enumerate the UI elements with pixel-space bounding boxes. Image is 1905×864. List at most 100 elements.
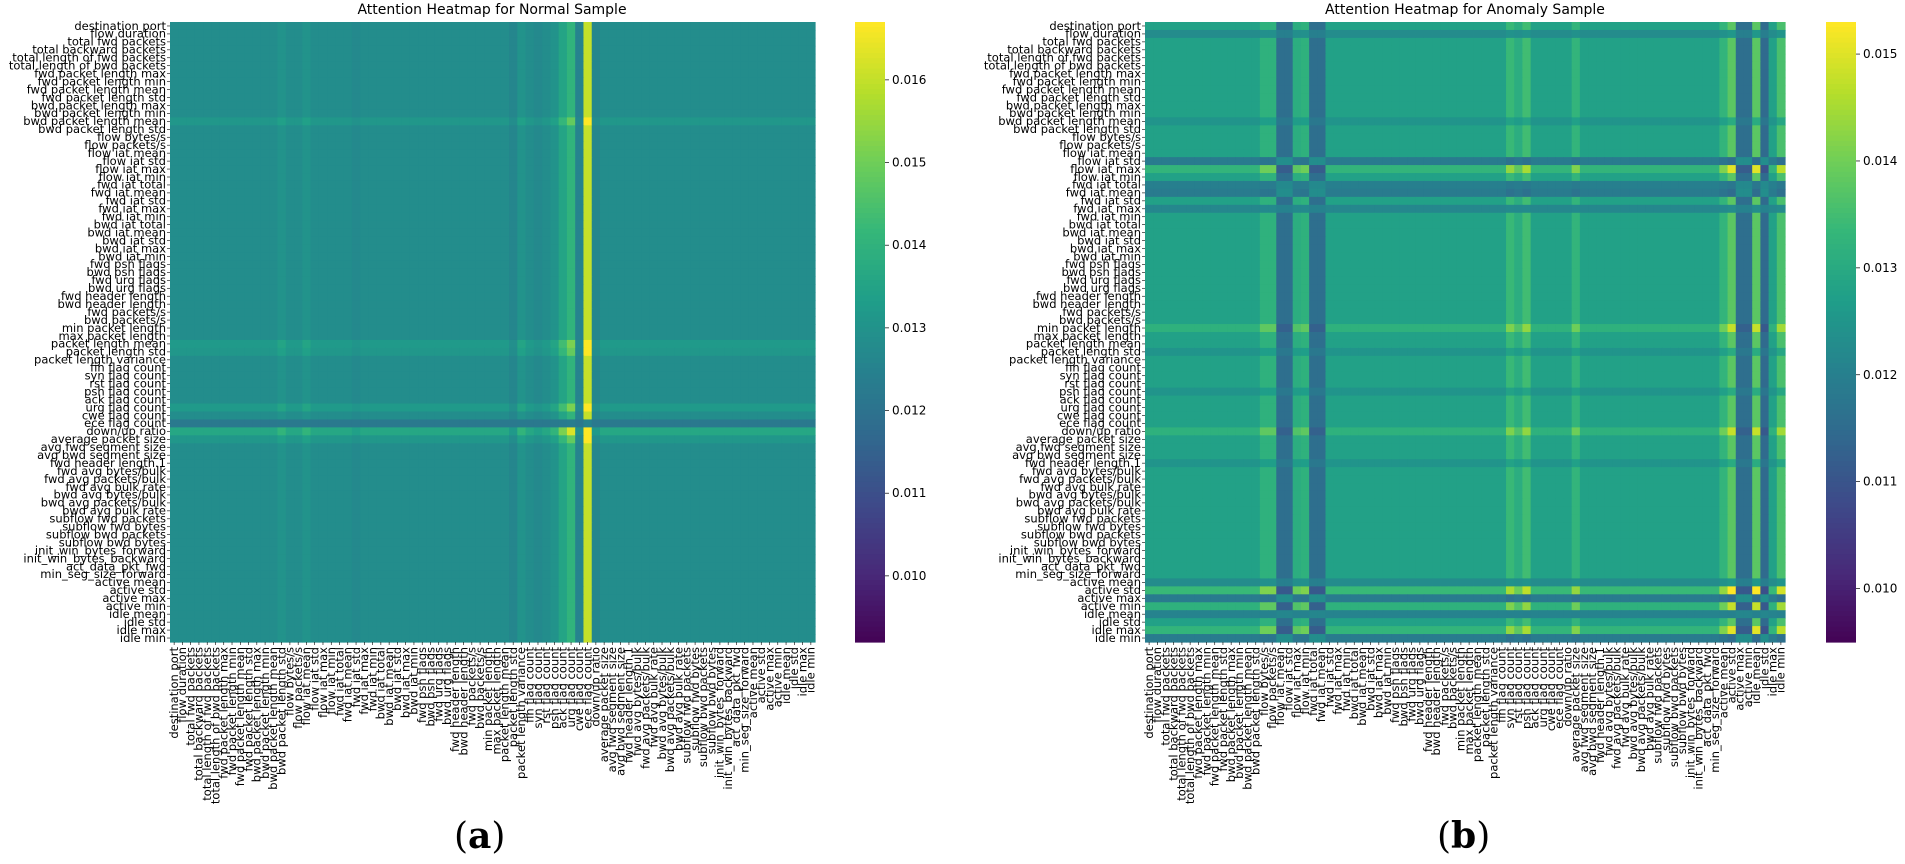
heatmap-cell	[467, 53, 477, 63]
heatmap-cell	[624, 522, 634, 532]
heatmap-cell	[550, 157, 560, 166]
heatmap-cell	[707, 173, 717, 182]
heatmap-cell	[740, 435, 750, 444]
heatmap-cell	[418, 276, 427, 285]
heatmap-cell	[351, 77, 361, 87]
heatmap-cell	[583, 188, 593, 198]
heatmap-cell	[583, 252, 593, 262]
heatmap-cell	[666, 141, 676, 150]
heatmap-cell	[285, 220, 295, 230]
heatmap-cell	[343, 498, 353, 508]
heatmap-cell	[211, 260, 221, 270]
heatmap-cell	[641, 268, 651, 277]
heatmap-cell	[790, 475, 800, 484]
heatmap-cell	[517, 506, 527, 516]
heatmap-cell	[790, 69, 800, 79]
heatmap-cell	[500, 371, 510, 381]
heatmap-cell	[368, 260, 378, 270]
heatmap-cell	[558, 141, 568, 150]
heatmap-cell	[294, 252, 303, 262]
heatmap-cell	[492, 69, 502, 79]
heatmap-cell	[608, 292, 618, 301]
heatmap-cell	[294, 220, 303, 230]
heatmap-cell	[682, 69, 692, 79]
heatmap-cell	[302, 292, 312, 301]
heatmap-cell	[550, 69, 560, 79]
heatmap-cell	[211, 451, 221, 460]
heatmap-cell	[376, 498, 386, 508]
heatmap-cell	[351, 37, 361, 47]
heatmap-cell	[442, 292, 452, 301]
heatmap-cell	[318, 77, 328, 87]
heatmap-cell	[294, 308, 303, 317]
heatmap-cell	[409, 196, 419, 206]
heatmap-cell	[533, 371, 543, 381]
heatmap-cell	[442, 260, 452, 270]
heatmap-cell	[509, 371, 518, 381]
heatmap-cell	[715, 93, 725, 103]
heatmap-cell	[310, 395, 320, 405]
heatmap-cell	[608, 196, 618, 206]
heatmap-cell	[649, 109, 659, 118]
heatmap-cell	[649, 204, 659, 214]
heatmap-cell	[583, 308, 593, 317]
heatmap-cell	[575, 220, 585, 230]
heatmap-cell	[418, 514, 427, 524]
heatmap-cell	[690, 435, 700, 444]
heatmap-cell	[591, 427, 601, 436]
heatmap-cell	[558, 522, 568, 532]
heatmap-cell	[765, 490, 775, 500]
heatmap-cell	[649, 443, 659, 452]
heatmap-cell	[260, 37, 270, 47]
heatmap-cell	[385, 475, 394, 484]
heatmap-cell	[550, 252, 560, 262]
heatmap-cell	[690, 363, 700, 373]
heatmap-cell	[277, 93, 287, 103]
heatmap-cell	[682, 292, 692, 301]
heatmap-cell	[194, 490, 204, 500]
heatmap-cell	[351, 133, 361, 142]
heatmap-cell	[699, 435, 709, 444]
heatmap-cell	[186, 45, 196, 55]
heatmap-cell	[393, 165, 403, 174]
heatmap-cell	[740, 260, 750, 270]
heatmap-cell	[608, 109, 618, 118]
heatmap-cell	[732, 284, 742, 293]
heatmap-cell	[244, 77, 254, 87]
heatmap-cell	[376, 387, 386, 397]
heatmap-cell	[657, 387, 667, 397]
heatmap-cell	[649, 506, 659, 516]
heatmap-cell	[434, 522, 444, 532]
heatmap-cell	[666, 459, 676, 468]
heatmap-cell	[194, 498, 204, 508]
heatmap-cell	[674, 379, 684, 389]
heatmap-cell	[426, 387, 436, 397]
heatmap-cell	[690, 252, 700, 262]
heatmap-cell	[616, 419, 626, 428]
heatmap-cell	[781, 133, 791, 142]
heatmap-cell	[757, 260, 766, 270]
heatmap-cell	[170, 292, 179, 301]
heatmap-cell	[525, 61, 535, 71]
heatmap-cell	[252, 29, 262, 39]
heatmap-cell	[641, 403, 651, 413]
heatmap-cell	[533, 347, 543, 357]
heatmap-cell	[616, 196, 626, 206]
heatmap-cell	[550, 188, 560, 198]
heatmap-cell	[219, 236, 229, 246]
heatmap-cell	[178, 363, 188, 373]
heatmap-cell	[294, 324, 303, 333]
heatmap-cell	[376, 427, 386, 436]
heatmap-cell	[707, 212, 717, 222]
heatmap-cell	[393, 173, 403, 182]
heatmap-cell	[773, 22, 783, 31]
heatmap-cell	[624, 332, 634, 341]
heatmap-cell	[186, 300, 196, 309]
heatmap-cell	[533, 53, 543, 63]
heatmap-cell	[376, 77, 386, 87]
heatmap-cell	[633, 244, 642, 254]
heatmap-cell	[310, 316, 320, 325]
heatmap-cell	[343, 308, 353, 317]
heatmap-cell	[310, 284, 320, 293]
heatmap-cell	[294, 332, 303, 341]
